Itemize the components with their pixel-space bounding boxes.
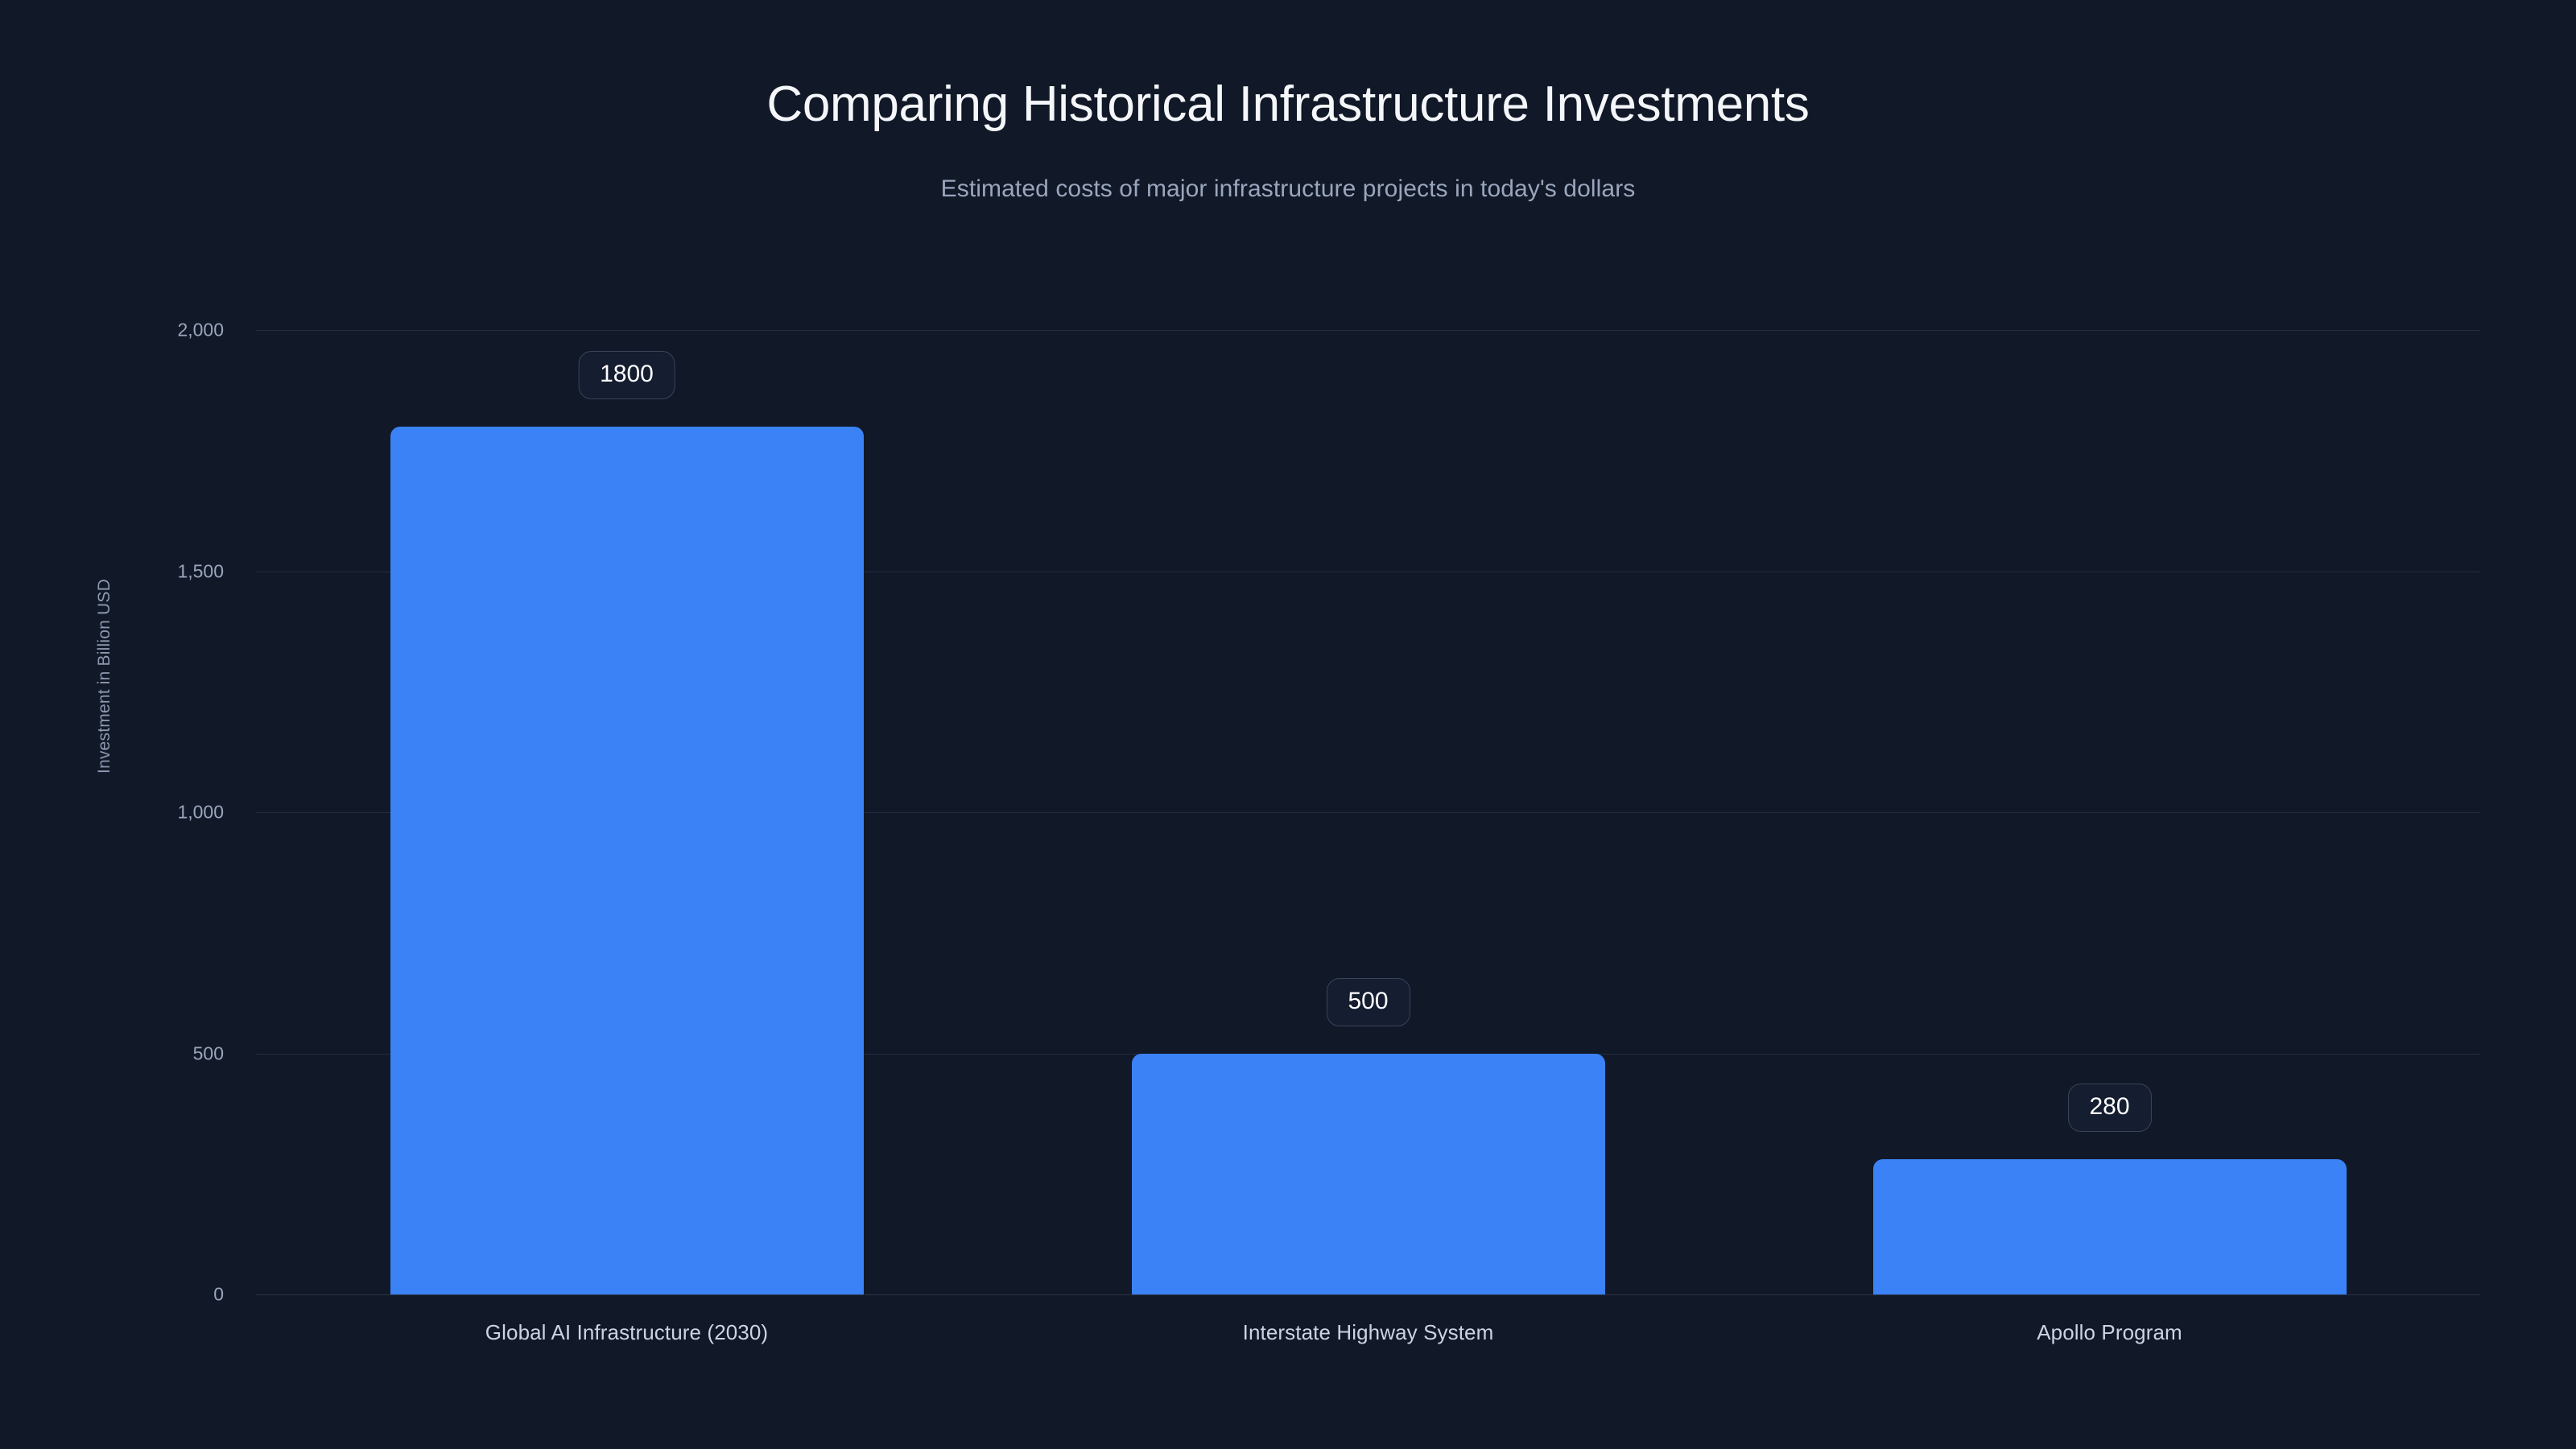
bar-2[interactable]: [1872, 1159, 2347, 1294]
y-axis-tick-label: 500: [192, 1042, 224, 1063]
x-axis-category-label: Apollo Program: [2037, 1320, 2182, 1344]
y-axis-tick-label: 0: [213, 1283, 224, 1305]
y-axis-tick-label: 1,500: [177, 560, 224, 581]
y-axis-ticks: 2,000 1,500 1,000 500 0: [0, 320, 242, 1305]
y-axis-tick-label: 2,000: [177, 319, 224, 341]
x-axis-category-label: Global AI Infrastructure (2030): [485, 1320, 769, 1344]
axis-baseline: [256, 1294, 2480, 1295]
page-title: Comparing Historical Infrastructure Inve…: [766, 76, 1810, 132]
bar-0[interactable]: [390, 426, 864, 1294]
chart-subtitle: Estimated costs of major infrastructure …: [940, 175, 1636, 203]
chart-header: Comparing Historical Infrastructure Inve…: [0, 0, 2576, 203]
gridline: [256, 812, 2480, 813]
x-axis-category-label: Interstate Highway System: [1242, 1320, 1494, 1344]
value-badge-0: 1800: [578, 350, 675, 399]
x-axis-labels: Global AI Infrastructure (2030) Interstat…: [256, 1320, 2480, 1360]
value-badge-1: 500: [1326, 977, 1410, 1026]
plot-area: 1800 500 280: [256, 330, 2480, 1295]
gridline: [256, 330, 2480, 331]
y-axis-tick-label: 1,000: [177, 801, 224, 823]
bar-1[interactable]: [1131, 1053, 1605, 1294]
value-badge-2: 280: [2067, 1084, 2152, 1133]
